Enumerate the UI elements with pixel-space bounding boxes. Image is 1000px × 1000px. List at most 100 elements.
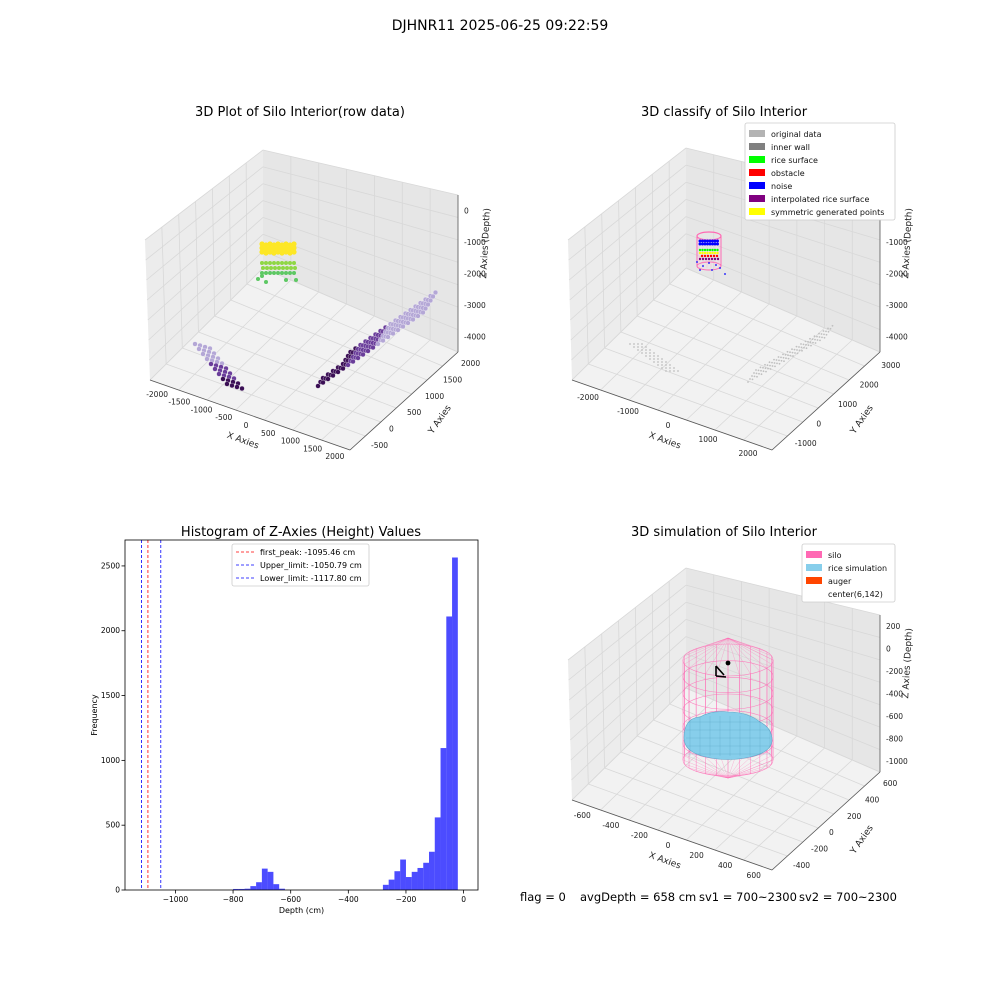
p2-y-tick-label: -1000 [795,439,817,448]
p2-point-original [780,356,782,359]
p2-point-original [823,333,825,336]
p4-x-tick-label: 600 [747,871,762,880]
p3-plot-area [125,540,478,890]
p2-grid-line [669,283,865,367]
p1-point-purple [355,355,361,361]
p4-grid-line [604,767,803,843]
p1-point-yellow [275,241,281,247]
p4-grid-line [601,633,605,769]
p3-x-tick-label: −800 [223,895,244,904]
p1-grid-line [228,175,232,301]
p2-point-original [798,349,801,352]
p2-point-symmetric [713,251,717,255]
p2-silo-bottom [696,261,722,271]
p2-point-original [831,324,834,327]
p1-z-tick-label: -4000 [464,332,486,341]
p3-y-tick-label: 500 [106,821,121,830]
p1-point-green [272,261,276,265]
p4-silo-roof [727,637,774,661]
p4-auger [715,675,727,678]
p2-point-interpolated [698,257,702,261]
p4-silo-floor [727,751,768,779]
p4-z-tick-label: -200 [886,667,903,676]
p1-point-purple [422,305,429,312]
p2-point-original [751,375,753,377]
p4-grid-line [685,653,881,728]
p1-point-green [269,266,273,270]
p1-point-purple [350,358,356,365]
p1-point-green [284,271,288,275]
p2-point-original [773,362,776,364]
p2-point-original [803,346,805,349]
histogram-bar [388,879,395,890]
p2-point-original [786,350,789,353]
p1-point-purple [208,361,214,367]
p2-point-noise [724,273,726,275]
p1-point-yellow [271,250,277,256]
p2-point-original [818,332,820,335]
p1-point-purple [370,344,376,351]
p1-point-yellow [275,249,281,255]
p4-silo-ring [682,643,774,677]
p4-silo-roof [696,637,729,672]
p1-point-purple [432,289,439,296]
p1-point-purple [420,309,426,316]
p1-grid-line [144,149,264,241]
p2-grid-line [584,226,589,365]
p2-point-noise [711,269,713,271]
p2-legend-label: interpolated rice surface [771,195,869,204]
p2-grid-line [588,363,788,437]
p2-point-original [791,351,794,354]
p2-point-rice-surface [708,248,712,252]
p2-grid-line [571,250,687,361]
p3-y-tick-label: 2000 [101,626,120,635]
p4-grid-line [568,584,687,681]
histogram-bar [233,888,239,890]
p2-x-tick-label: 0 [666,421,671,430]
p1-point-green [261,266,265,270]
p2-grid-line [604,347,803,423]
p1-point-green [256,277,260,281]
p2-point-original [829,327,832,330]
p2-point-noise [716,239,719,243]
p1-z-tick-label: -2000 [464,270,486,279]
p4-silo-floor [682,759,729,779]
p2-x-axis-label: X Axies [647,431,682,452]
p2-point-noise [703,242,707,246]
p2-point-symmetric [701,251,704,255]
p2-point-noise [708,239,712,243]
p2-point-original [809,341,812,344]
p1-point-green [292,271,296,275]
p4-grid-line [743,759,853,861]
p2-point-original [783,360,785,363]
p2-point-original [766,364,769,367]
p1-z-tick-label: -1000 [464,238,486,247]
p1-point-green [292,261,296,265]
p2-point-original [665,364,667,366]
p2-point-noise [708,242,712,246]
p2-point-original [762,370,765,373]
p2-legend-label: rice surface [771,156,818,165]
p1-point-yellow [287,242,293,248]
p2-point-obstacle [703,254,707,258]
p4-silo-roof [688,637,729,669]
p2-point-original [794,352,796,354]
histogram-bar [411,871,418,890]
p4-grid-line [685,584,881,638]
p4-grid-line [570,636,687,741]
p4-grid-line [685,567,881,616]
histogram-bar [394,871,401,890]
p2-point-noise [703,239,707,243]
p2-point-original [792,355,794,357]
p2-point-original [669,364,671,366]
p2-point-original [777,356,780,358]
p2-point-symmetric [706,251,709,255]
p4-silo-roof [684,637,729,665]
p2-point-original [751,378,754,381]
p1-point-yellow [263,250,269,256]
p1-point-yellow [267,241,273,247]
p1-point-purple [425,301,431,308]
p4-silo-floor [688,767,729,779]
p1-point-yellow [291,245,297,251]
p1-point-purple [365,348,371,354]
